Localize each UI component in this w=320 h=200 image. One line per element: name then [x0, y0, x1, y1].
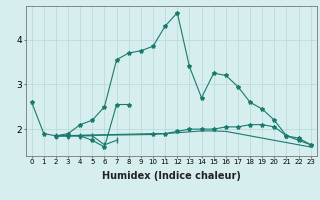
X-axis label: Humidex (Indice chaleur): Humidex (Indice chaleur): [102, 171, 241, 181]
